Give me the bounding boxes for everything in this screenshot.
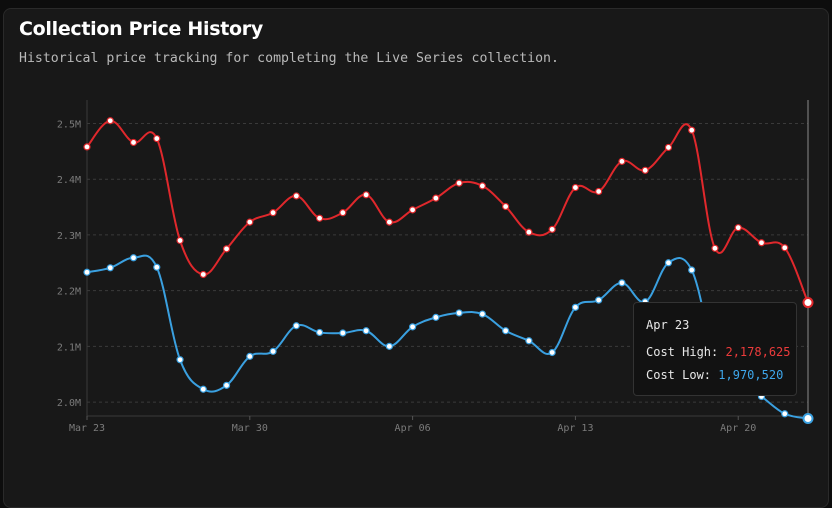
cost-low-point: [246, 352, 254, 360]
cost-high-point: [362, 191, 370, 199]
data-points: [83, 117, 814, 424]
cost-high-point: [618, 157, 626, 165]
cost-high-point: [595, 187, 603, 196]
y-tick-label: 2.1M: [57, 342, 81, 353]
cost-low-point: [571, 303, 580, 311]
cost-low-point: [106, 264, 114, 272]
chart-tooltip: Apr 23 Cost High: 2,178,625 Cost Low: 1,…: [633, 302, 797, 396]
y-tick-label: 2.4M: [57, 175, 81, 186]
cost-low-point: [688, 266, 696, 274]
axes: 2.0M 2.1M 2.2M 2.3M 2.4M 2.5M Mar 23 Mar 30 Apr …: [57, 100, 809, 434]
tooltip-high-row: Cost High: 2,178,625: [646, 345, 791, 359]
cost-high-point: [292, 192, 300, 200]
cost-high-point: [199, 270, 207, 279]
cost-high-point: [106, 117, 114, 125]
cost-low-point: [409, 323, 417, 331]
cost-high-point: [269, 209, 277, 217]
cost-low-point: [525, 337, 533, 345]
cost-low-point: [502, 327, 510, 335]
grid-lines: [87, 123, 808, 403]
cost-high-point: [176, 236, 184, 245]
tooltip-low-value: 1,970,520: [718, 368, 784, 382]
cost-high-point: [478, 182, 486, 190]
cost-high-point: [339, 209, 347, 217]
cost-high-point: [83, 143, 91, 151]
cost-low-point: [129, 254, 138, 262]
cost-low-point: [292, 322, 300, 330]
cost-high-line: [86, 119, 809, 303]
chart-title: Collection Price History: [19, 18, 263, 40]
cost-low-point: [222, 381, 231, 389]
cost-low-point: [339, 329, 347, 337]
cost-high-point: [129, 138, 138, 147]
x-tick-label: Apr 20: [720, 423, 756, 434]
chart-card: [3, 8, 829, 508]
cost-low-point: [478, 310, 486, 318]
cost-high-point: [525, 228, 533, 236]
tooltip-low-row: Cost Low: 1,970,520: [646, 368, 783, 382]
cost-high-point: [688, 126, 696, 134]
cost-high-point: [409, 206, 417, 214]
chart-subtitle: Historical price tracking for completing…: [19, 51, 559, 66]
tooltip-high-value: 2,178,625: [725, 345, 791, 359]
cost-high-point: [781, 244, 789, 252]
y-tick-label: 2.5M: [57, 120, 81, 131]
price-history-chart[interactable]: 2.0M 2.1M 2.2M 2.3M 2.4M 2.5M Mar 23 Mar 30 Apr …: [0, 0, 832, 491]
cost-low-point: [199, 385, 207, 393]
cost-low-point: [802, 412, 814, 424]
cost-low-point: [176, 356, 184, 364]
cost-high-point: [734, 224, 742, 232]
cost-low-point: [432, 313, 440, 321]
cost-high-point: [664, 143, 673, 152]
x-tick-label: Mar 30: [232, 423, 268, 434]
cost-high-point: [455, 179, 463, 187]
y-tick-label: 2.3M: [57, 231, 81, 242]
cost-high-point: [641, 166, 649, 174]
cost-low-point: [781, 410, 789, 418]
cost-high-point: [222, 245, 231, 253]
cost-low-point: [618, 279, 626, 287]
tooltip-date: Apr 23: [646, 318, 690, 332]
cost-high-point: [571, 183, 580, 192]
cost-high-point: [502, 202, 510, 211]
y-tick-label: 2.2M: [57, 287, 81, 298]
x-tick-label: Mar 23: [69, 423, 105, 434]
tooltip-high-label: Cost High:: [646, 345, 719, 359]
cost-high-point: [153, 134, 161, 143]
cost-low-point: [153, 263, 161, 271]
cost-high-point: [802, 297, 814, 309]
cost-high-point: [385, 218, 393, 226]
cost-low-point: [664, 259, 673, 267]
cost-high-point: [757, 239, 766, 247]
cost-low-point: [362, 327, 370, 335]
cost-high-point: [246, 218, 254, 226]
cost-high-point: [711, 244, 719, 252]
x-tick-label: Apr 13: [557, 423, 593, 434]
cost-low-point: [595, 296, 603, 304]
cost-low-point: [315, 328, 324, 337]
x-tick-label: Apr 06: [395, 423, 431, 434]
tooltip-low-label: Cost Low:: [646, 368, 712, 382]
cost-low-point: [83, 268, 91, 276]
cost-low-point: [269, 347, 277, 355]
cost-high-point: [548, 225, 556, 233]
y-tick-label: 2.0M: [57, 398, 81, 409]
cost-high-point: [315, 214, 324, 222]
cost-low-point: [548, 348, 556, 357]
cost-low-point: [455, 309, 463, 317]
cost-low-point: [385, 342, 393, 350]
cost-high-point: [432, 194, 440, 202]
